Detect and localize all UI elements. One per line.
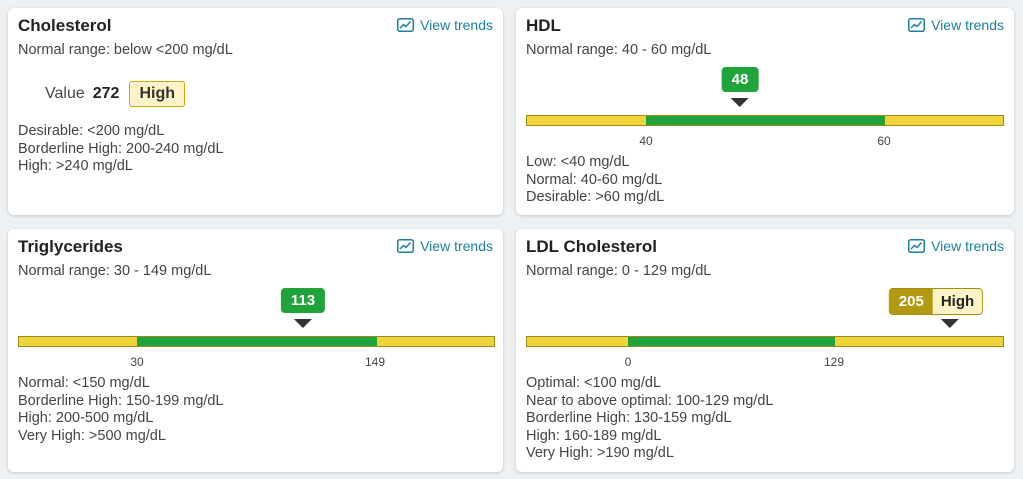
view-trends-link[interactable]: View trends xyxy=(397,238,493,254)
range-bar xyxy=(526,115,1004,126)
card-title: Triglycerides xyxy=(18,237,123,256)
normal-range: Normal range: 0 - 129 mg/dL xyxy=(526,263,712,279)
view-trends-link[interactable]: View trends xyxy=(908,17,1004,33)
view-trends-label: View trends xyxy=(931,17,1004,33)
level-label: High xyxy=(932,289,983,314)
trend-chart-icon xyxy=(397,239,415,253)
trend-chart-icon xyxy=(908,18,926,32)
range-desc-item: Desirable: >60 mg/dL xyxy=(526,189,665,205)
range-desc-item: Very High: >190 mg/dL xyxy=(526,445,674,461)
hdl-card: HDL View trends Normal range: 40 - 60 mg… xyxy=(516,8,1014,215)
bar-segment-normal xyxy=(628,337,835,346)
tick-label-high: 149 xyxy=(364,355,386,369)
level-badge: High xyxy=(129,81,185,107)
normal-range: Normal range: 30 - 149 mg/dL xyxy=(18,263,212,279)
trend-chart-icon xyxy=(397,18,415,32)
range-desc-item: Desirable: <200 mg/dL xyxy=(18,123,165,139)
bar-segment-high xyxy=(885,116,1003,125)
tick-label-high: 129 xyxy=(823,355,845,369)
bar-segment-high xyxy=(377,337,494,346)
range-desc-item: Very High: >500 mg/dL xyxy=(18,427,166,444)
card-title: LDL Cholesterol xyxy=(526,237,657,256)
card-title: HDL xyxy=(526,16,561,35)
range-desc-item: Normal: <150 mg/dL xyxy=(18,375,150,391)
tick-label-low: 40 xyxy=(639,134,653,148)
value-marker: 205 High xyxy=(888,288,984,328)
range-desc-item: High: 160-189 mg/dL xyxy=(526,427,662,444)
view-trends-link[interactable]: View trends xyxy=(397,17,493,33)
view-trends-label: View trends xyxy=(420,238,493,254)
value-badge: 205 High xyxy=(888,288,984,315)
tick-label-high: 60 xyxy=(877,134,891,148)
bar-segment-low xyxy=(527,337,628,346)
bar-segment-normal xyxy=(646,116,885,125)
range-desc-item: Borderline High: 130-159 mg/dL xyxy=(526,410,732,426)
tick-label-low: 30 xyxy=(130,355,144,369)
bar-segment-high xyxy=(835,337,1003,346)
value-label: Value xyxy=(45,85,85,102)
card-title: Cholesterol xyxy=(18,16,112,35)
value-marker: 113 xyxy=(280,288,326,328)
range-desc-item: High: >240 mg/dL xyxy=(18,158,133,174)
normal-range: Normal range: below <200 mg/dL xyxy=(18,42,233,58)
triglycerides-card: Triglycerides View trends Normal range: … xyxy=(8,229,503,472)
view-trends-label: View trends xyxy=(420,17,493,33)
trend-chart-icon xyxy=(908,239,926,253)
value-number: 272 xyxy=(92,85,120,102)
marker-pointer-icon xyxy=(941,319,960,328)
bar-segment-normal xyxy=(137,337,377,346)
marker-pointer-icon xyxy=(731,98,749,107)
range-desc-item: Borderline High: 150-199 mg/dL xyxy=(18,392,224,409)
range-descriptions: Optimal: <100 mg/dL Near to above optima… xyxy=(526,375,773,463)
range-desc-item: Borderline High: 200-240 mg/dL xyxy=(18,140,224,157)
range-desc-item: High: 200-500 mg/dL xyxy=(18,410,154,426)
value-marker: 48 xyxy=(721,67,759,107)
range-desc-item: Optimal: <100 mg/dL xyxy=(526,375,662,391)
cholesterol-card: Cholesterol View trends Normal range: be… xyxy=(8,8,503,215)
range-descriptions: Normal: <150 mg/dL Borderline High: 150-… xyxy=(18,375,224,445)
value-badge: 113 xyxy=(280,288,326,313)
marker-pointer-icon xyxy=(293,319,312,328)
view-trends-label: View trends xyxy=(931,238,1004,254)
range-descriptions: Desirable: <200 mg/dL Borderline High: 2… xyxy=(18,123,224,176)
bar-segment-low xyxy=(19,337,137,346)
view-trends-link[interactable]: View trends xyxy=(908,238,1004,254)
value-number: 205 xyxy=(889,289,933,314)
range-desc-item: Near to above optimal: 100-129 mg/dL xyxy=(526,392,774,409)
range-desc-item: Normal: 40-60 mg/dL xyxy=(526,171,663,188)
value-badge: 48 xyxy=(721,67,759,92)
normal-range: Normal range: 40 - 60 mg/dL xyxy=(526,42,712,58)
bar-segment-low xyxy=(527,116,646,125)
value-row: Value 272 High xyxy=(45,81,185,107)
range-bar xyxy=(526,336,1004,347)
range-bar xyxy=(18,336,495,347)
range-desc-item: Low: <40 mg/dL xyxy=(526,154,630,170)
range-descriptions: Low: <40 mg/dL Normal: 40-60 mg/dL Desir… xyxy=(526,154,664,207)
tick-label-low: 0 xyxy=(624,355,632,369)
ldl-cholesterol-card: LDL Cholesterol View trends Normal range… xyxy=(516,229,1014,472)
